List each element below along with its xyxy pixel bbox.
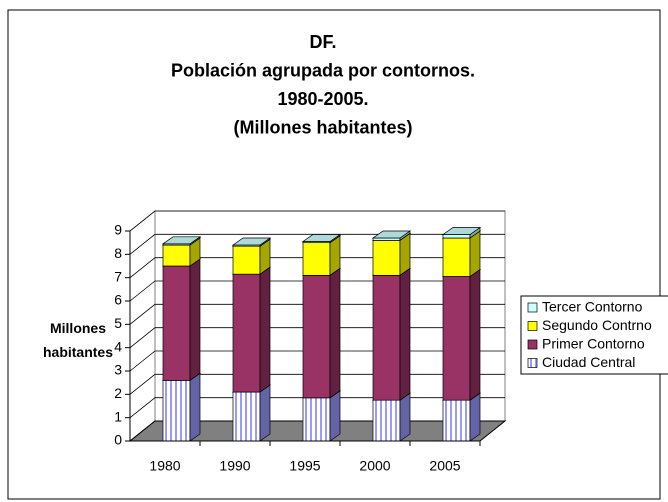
legend-box (520, 295, 668, 375)
bar (302, 397, 331, 442)
bar-side (469, 268, 481, 401)
bar-side (399, 267, 411, 401)
bar-side (329, 390, 341, 442)
legend-swatch (527, 339, 538, 350)
bar-side (329, 267, 341, 399)
y-tick-label: 8 (114, 245, 122, 261)
x-tick-label: 1980 (149, 458, 180, 474)
grid-line (129, 210, 505, 232)
bar-side (469, 392, 481, 442)
bar (302, 242, 331, 276)
legend-label: Primer Contorno (542, 336, 645, 352)
chart-title: (Millones habitantes) (233, 117, 412, 137)
chart-title: 1980-2005. (277, 89, 368, 109)
bar-side (259, 384, 271, 442)
bar (372, 399, 401, 442)
bar (372, 239, 401, 276)
bar-top (161, 236, 202, 245)
y-tick-label: 2 (114, 385, 122, 401)
y-tick-label: 6 (114, 292, 122, 308)
bar (302, 274, 331, 399)
bar-side (189, 258, 201, 382)
side-wall (129, 209, 156, 443)
bar (442, 276, 471, 401)
legend-swatch (527, 302, 538, 313)
bar (232, 391, 261, 442)
bar (162, 265, 191, 381)
x-tick-label: 1995 (289, 458, 320, 474)
legend-label: Tercer Contorno (542, 299, 643, 315)
bar (162, 379, 191, 442)
y-axis-label: Millones habitantes (42, 320, 113, 360)
y-tick-label: 4 (114, 338, 122, 354)
legend-label: Segundo Contrno (542, 317, 652, 333)
x-tick-label: 1990 (219, 458, 250, 474)
bar (372, 274, 401, 401)
bar (442, 237, 471, 277)
x-tick-label: 2005 (429, 458, 460, 474)
bar-top (301, 234, 342, 242)
bar-side (469, 230, 481, 278)
y-tick-label: 1 (114, 408, 122, 424)
bar (442, 234, 471, 239)
chart-title: Población agrupada por contornos. (171, 60, 475, 80)
y-tick-label: 9 (114, 222, 122, 238)
y-tick-label: 7 (114, 268, 122, 284)
chart-title: DF. (310, 32, 337, 52)
bar-top (371, 230, 412, 239)
y-tick-label: 5 (114, 315, 122, 331)
y-tick-label: 3 (114, 362, 122, 378)
x-tick-label: 2000 (359, 458, 390, 474)
bar-top (231, 237, 272, 246)
bar (162, 244, 191, 267)
y-tick-label: 0 (114, 432, 122, 448)
legend-swatch (527, 358, 538, 368)
bar-side (189, 372, 201, 442)
bar-top (441, 227, 482, 235)
legend-swatch (527, 321, 538, 331)
bar-side (399, 392, 411, 442)
bar (442, 399, 471, 442)
bar-side (259, 266, 271, 393)
bar (232, 245, 261, 275)
legend-label: Ciudad Central (542, 354, 635, 370)
bar (232, 273, 261, 393)
